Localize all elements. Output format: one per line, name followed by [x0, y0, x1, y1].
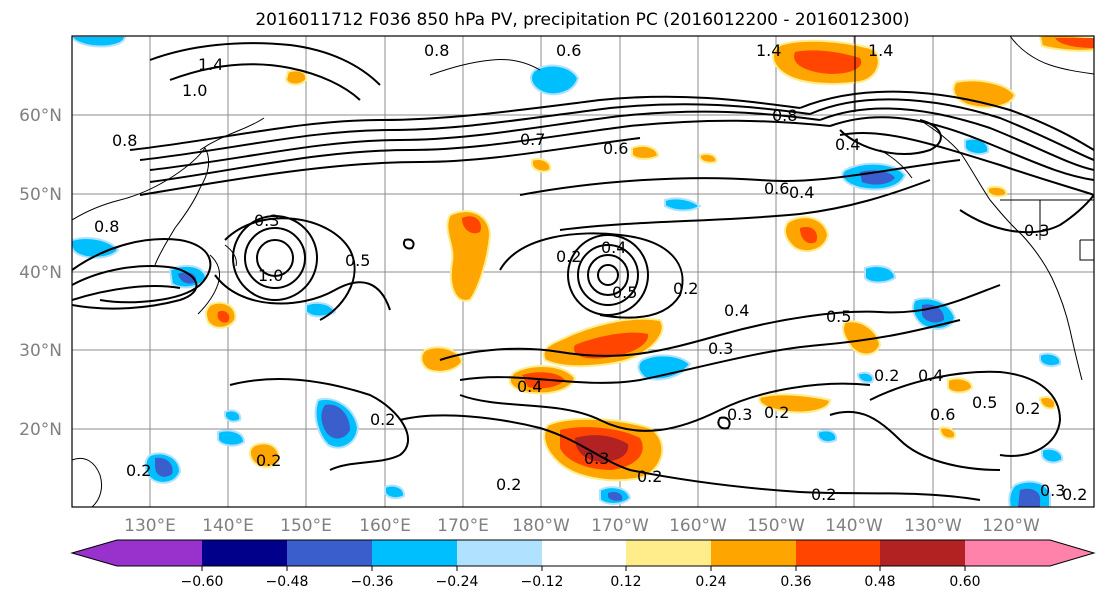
colorbar: −0.60 −0.48 −0.36 −0.24 −0.12 0.12 0.24 …: [70, 539, 1096, 590]
lon-label: 170°W: [591, 516, 649, 536]
contour-label: 0.2: [673, 279, 698, 298]
contour-label: 0.4: [789, 183, 814, 202]
colorbar-segment: [711, 540, 796, 566]
contour-label: 0.5: [972, 393, 997, 412]
lon-label: 140°W: [825, 516, 883, 536]
contour-label: 0.2: [637, 467, 662, 486]
lon-label: 120°W: [982, 516, 1040, 536]
lat-label-60n: 60°N: [19, 106, 62, 126]
colorbar-tick-label: −0.12: [521, 574, 564, 590]
lat-label-50n: 50°N: [19, 185, 62, 205]
contour-label: 0.8: [112, 131, 137, 150]
contour-label: 1.0: [182, 81, 207, 100]
contour-label: 0.2: [874, 366, 899, 385]
colorbar-tick-label: 0.48: [864, 574, 895, 590]
colorbar-tick-label: 0.12: [610, 574, 641, 590]
lat-label-20n: 20°N: [19, 420, 62, 440]
colorbar-segment: [542, 540, 626, 566]
lon-label: 140°E: [202, 516, 254, 536]
lon-label: 130°W: [904, 516, 962, 536]
gridlines: [72, 36, 1094, 507]
contour-label: 0.2: [496, 475, 521, 494]
lon-label: 150°E: [280, 516, 332, 536]
contour-label: 0.5: [612, 283, 637, 302]
contour-label: 1.4: [868, 41, 893, 60]
contour-label: 0.8: [772, 106, 797, 125]
map-panel: [71, 35, 1095, 508]
lon-label: 130°E: [124, 516, 176, 536]
contour-label: 1.4: [756, 41, 781, 60]
contour-label: 0.8: [424, 41, 449, 60]
colorbar-tick-label: −0.48: [266, 574, 309, 590]
colorbar-segment: [457, 540, 542, 566]
contour-label: 0.2: [126, 461, 151, 480]
contour-label: 0.3: [254, 211, 279, 230]
contour-label: 0.2: [256, 451, 281, 470]
lat-label-40n: 40°N: [19, 263, 62, 283]
contour-label: 0.4: [918, 366, 943, 385]
contour-label: 0.3: [1024, 221, 1049, 240]
contour-label: 0.2: [556, 247, 581, 266]
contour-label: 0.6: [930, 405, 955, 424]
colorbar-segment: [287, 540, 372, 566]
colorbar-tick-label: −0.24: [436, 574, 479, 590]
contour-labels: 0.8 1.0 1.4 0.8 0.6 1.4 1.4 0.8 0.7 0.6 …: [94, 41, 1087, 504]
colorbar-tick-label: 0.60: [949, 574, 980, 590]
pv-contours: [72, 42, 1094, 501]
colorbar-tick-label: −0.36: [351, 574, 394, 590]
map-title: 2016011712 F036 850 hPa PV, precipitatio…: [255, 10, 910, 30]
colorbar-extend-low: [72, 540, 118, 566]
contour-label: 0.4: [835, 135, 860, 154]
lon-label: 150°W: [747, 516, 805, 536]
contour-label: 0.5: [826, 307, 851, 326]
colorbar-segment: [202, 540, 287, 566]
colorbar-tick-label: −0.60: [181, 574, 224, 590]
contour-label: 0.7: [520, 130, 545, 149]
colorbar-segment: [117, 540, 202, 566]
lat-label-30n: 30°N: [19, 341, 62, 361]
colorbar-tick-label: 0.24: [695, 574, 726, 590]
contour-label: 1.0: [258, 266, 283, 285]
lon-label: 160°W: [669, 516, 727, 536]
contour-label: 0.4: [601, 238, 626, 257]
latitude-labels: 60°N 50°N 40°N 30°N 20°N: [19, 106, 62, 440]
contour-label: 0.2: [764, 403, 789, 422]
contour-label: 0.2: [1062, 485, 1087, 504]
contour-label: 0.4: [517, 377, 542, 396]
longitude-labels: 130°E 140°E 150°E 160°E 170°E 180°W 170°…: [124, 516, 1040, 536]
coastlines: [72, 36, 1094, 507]
colorbar-segment: [880, 540, 965, 566]
contour-label: 0.3: [727, 405, 752, 424]
contour-label: 0.4: [724, 301, 749, 320]
colorbar-segment: [372, 540, 457, 566]
contour-label: 0.6: [764, 179, 789, 198]
contour-label: 0.2: [1015, 399, 1040, 418]
lon-label: 180°W: [512, 516, 570, 536]
contour-label: 0.2: [811, 485, 836, 504]
colorbar-extend-high: [1050, 540, 1094, 566]
colorbar-segment: [965, 540, 1050, 566]
lon-label: 170°E: [437, 516, 489, 536]
colorbar-segment: [626, 540, 711, 566]
contour-label: 0.2: [370, 410, 395, 429]
lon-label: 160°E: [359, 516, 411, 536]
contour-label: 0.8: [94, 217, 119, 236]
contour-label: 1.4: [198, 55, 223, 74]
colorbar-tick-label: 0.36: [780, 574, 811, 590]
colorbar-segment: [796, 540, 880, 566]
contour-label: 0.3: [708, 339, 733, 358]
contour-label: 0.6: [603, 139, 628, 158]
contour-label: 0.6: [556, 41, 581, 60]
contour-label: 0.3: [1040, 481, 1065, 500]
contour-label: 0.3: [584, 449, 609, 468]
contour-label: 0.5: [345, 251, 370, 270]
